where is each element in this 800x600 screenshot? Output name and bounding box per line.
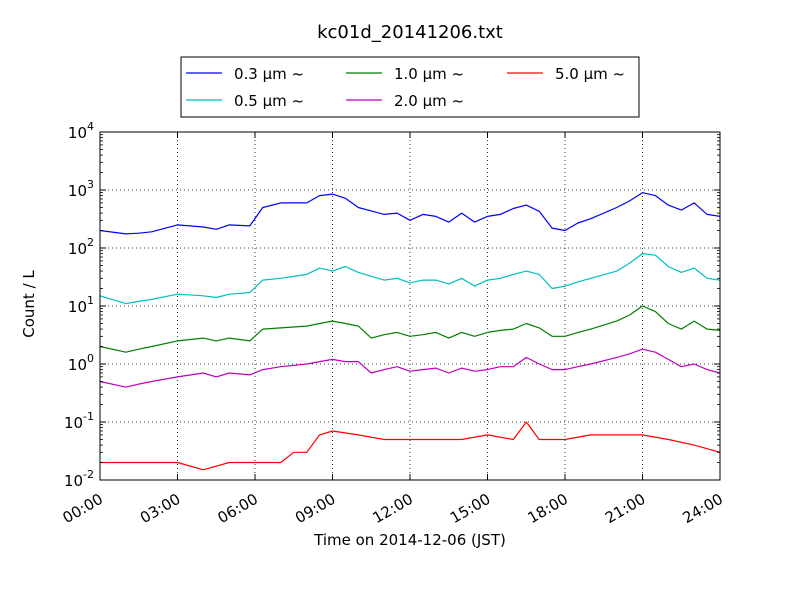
y-axis-label: Count / L: [20, 270, 38, 338]
legend-label: 0.3 μm ~: [234, 65, 304, 83]
y-tick-label: 102: [68, 236, 94, 258]
y-tick-label: 104: [68, 120, 94, 142]
y-tick-label: 103: [68, 178, 94, 200]
x-tick-label: 09:00: [292, 490, 338, 527]
legend: 0.3 μm ~ 0.5 μm ~ 1.0 μm ~ 2.0 μm ~ 5.0 μm ~: [180, 56, 640, 118]
x-tick-label: 21:00: [602, 490, 648, 527]
x-tick-label: 15:00: [447, 490, 493, 527]
series-line-4: [99, 348, 721, 388]
legend-box: [180, 56, 640, 118]
y-tick-label: 10-2: [64, 468, 94, 490]
legend-label: 2.0 μm ~: [394, 92, 464, 110]
series-line-1: [99, 192, 721, 235]
grid-lines: [100, 132, 720, 480]
series-line-5: [100, 421, 721, 471]
y-tick-label: 101: [68, 294, 94, 316]
x-tick-label: 00:00: [60, 490, 106, 527]
y-tick-label: 10-1: [64, 410, 94, 432]
series-layer: [99, 192, 721, 471]
legend-label: 5.0 μm ~: [555, 65, 625, 83]
legend-label: 0.5 μm ~: [234, 92, 304, 110]
y-axis-ticks: 10-2 10-1 100 101 102 103 104: [64, 120, 720, 490]
x-axis-label: Time on 2014-12-06 (JST): [313, 531, 506, 549]
chart-title: kc01d_20141206.txt: [317, 22, 503, 43]
y-tick-label: 100: [68, 352, 94, 374]
x-tick-label: 12:00: [370, 490, 416, 527]
x-tick-label: 03:00: [137, 490, 183, 527]
x-tick-label: 06:00: [215, 490, 261, 527]
legend-label: 1.0 μm ~: [394, 65, 464, 83]
x-tick-label: 18:00: [525, 490, 571, 527]
x-tick-label: 24:00: [680, 490, 726, 527]
series-line-3: [99, 305, 721, 353]
series-line-2: [99, 253, 721, 305]
